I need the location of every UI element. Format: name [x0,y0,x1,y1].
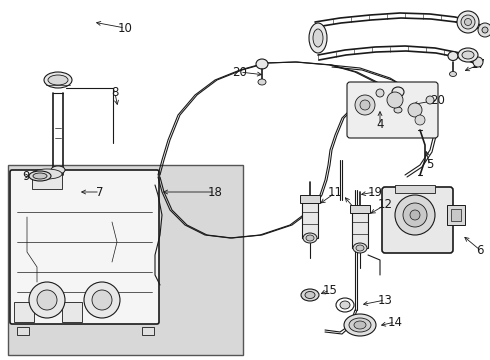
Circle shape [29,282,65,318]
Text: 2: 2 [464,49,472,62]
Circle shape [408,103,422,117]
Text: 16: 16 [352,208,368,221]
Ellipse shape [340,301,350,309]
Ellipse shape [301,289,319,301]
Circle shape [410,210,420,220]
Bar [352,210,368,248]
Ellipse shape [29,171,51,181]
Text: 12: 12 [377,198,392,211]
FancyBboxPatch shape [10,170,159,324]
Circle shape [395,195,435,235]
Ellipse shape [457,11,479,33]
Bar [17,327,29,335]
Circle shape [360,100,370,110]
Text: 9: 9 [22,170,30,183]
Bar [451,209,461,221]
Ellipse shape [32,169,62,179]
Bar [447,205,465,225]
Text: 14: 14 [388,315,402,328]
Ellipse shape [344,314,376,336]
Ellipse shape [458,48,478,62]
Ellipse shape [48,75,68,85]
Ellipse shape [353,243,367,253]
Ellipse shape [258,79,266,85]
Text: 15: 15 [322,284,338,297]
Ellipse shape [462,51,474,59]
Bar [300,195,320,203]
Ellipse shape [303,233,317,243]
FancyBboxPatch shape [347,82,438,138]
Text: 20: 20 [431,94,445,107]
Circle shape [387,92,403,108]
Bar [350,205,370,213]
Bar [14,302,34,322]
Bar [395,185,435,193]
FancyBboxPatch shape [382,187,453,253]
Text: 18: 18 [208,185,222,198]
Ellipse shape [449,72,457,77]
Bar [62,302,82,322]
Bar [32,174,62,189]
Ellipse shape [354,321,366,329]
Ellipse shape [313,29,323,47]
Text: 20: 20 [233,66,247,78]
Circle shape [415,115,425,125]
Circle shape [376,89,384,97]
Ellipse shape [349,318,371,332]
Bar [142,327,154,335]
Ellipse shape [51,166,65,174]
Text: 6: 6 [476,243,484,256]
Circle shape [84,282,120,318]
Text: 8: 8 [111,86,119,99]
Text: 3: 3 [465,15,472,28]
Text: 7: 7 [96,185,104,198]
Ellipse shape [465,18,471,26]
Circle shape [37,290,57,310]
Ellipse shape [305,292,315,298]
Circle shape [478,23,490,37]
Ellipse shape [256,59,268,69]
Text: 17: 17 [470,58,486,72]
Ellipse shape [309,23,327,53]
Ellipse shape [44,72,72,88]
Circle shape [403,203,427,227]
Ellipse shape [33,173,47,179]
Bar [8,165,243,355]
Text: 11: 11 [327,186,343,199]
Ellipse shape [461,15,475,29]
Ellipse shape [448,51,458,60]
Circle shape [355,95,375,115]
Text: 19: 19 [368,185,383,198]
Text: 10: 10 [118,22,132,35]
Circle shape [426,96,434,104]
Text: 5: 5 [426,158,434,171]
Ellipse shape [392,87,404,97]
Circle shape [92,290,112,310]
Text: 4: 4 [376,118,384,131]
Circle shape [473,57,483,67]
Ellipse shape [306,235,314,241]
Circle shape [482,27,488,33]
Bar [302,200,318,238]
Ellipse shape [356,245,364,251]
Text: 13: 13 [378,293,392,306]
Ellipse shape [394,107,402,113]
